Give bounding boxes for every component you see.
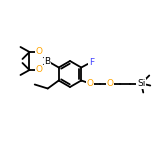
Text: O: O — [87, 79, 94, 88]
Text: O: O — [107, 79, 114, 88]
Text: Si: Si — [137, 79, 145, 88]
Text: B: B — [44, 57, 51, 66]
Text: F: F — [89, 58, 94, 67]
Text: O: O — [36, 66, 43, 74]
Text: O: O — [36, 47, 43, 57]
